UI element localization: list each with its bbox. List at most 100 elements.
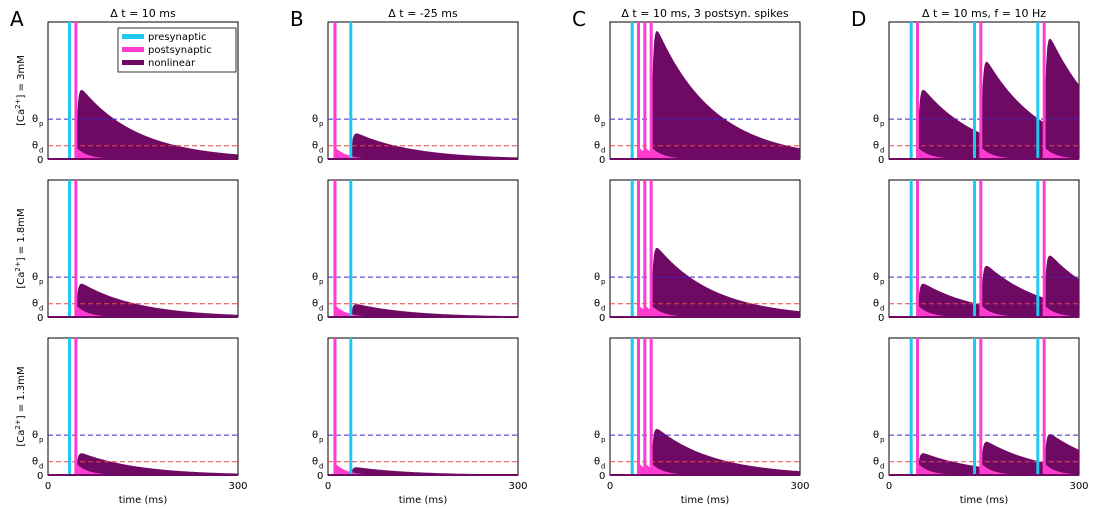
theta-p-sub: p — [39, 278, 44, 286]
theta-p-label: θ — [312, 430, 318, 441]
theta-p-label: θ — [32, 114, 38, 125]
zero-label: 0 — [878, 155, 884, 166]
zero-label: 0 — [599, 155, 605, 166]
legend-swatch-presynaptic — [122, 34, 144, 39]
nonlinear-area — [328, 133, 518, 159]
theta-d-sub: d — [319, 463, 323, 471]
legend: presynaptic postsynaptic nonlinear — [117, 27, 237, 73]
postsynaptic-area — [651, 147, 696, 159]
zero-label: 0 — [317, 313, 323, 324]
theta-p-sub: p — [880, 436, 885, 444]
x-tick-300: 300 — [228, 481, 247, 492]
theta-d-sub: d — [601, 147, 605, 155]
postsynaptic-area — [1044, 147, 1079, 159]
x-tick-0: 0 — [325, 481, 331, 492]
legend-label-postsynaptic: postsynaptic — [148, 45, 212, 56]
postsynaptic-area — [1044, 463, 1079, 475]
column-title-B: Δ t = -25 ms — [388, 7, 458, 20]
panel-letter-C: C — [572, 7, 586, 31]
theta-d-label: θ — [594, 141, 600, 152]
zero-label: 0 — [599, 471, 605, 482]
theta-d-label: θ — [594, 457, 600, 468]
postsynaptic-area — [651, 463, 696, 475]
panel-A-row2: θ pθ d0 — [32, 179, 239, 324]
theta-d-label: θ — [873, 299, 879, 310]
theta-p-label: θ — [32, 430, 38, 441]
theta-p-label: θ — [312, 114, 318, 125]
x-tick-0: 0 — [607, 481, 613, 492]
panel-C-row1: θ pθ d0 — [594, 21, 801, 166]
theta-p-sub: p — [319, 278, 324, 286]
theta-d-label: θ — [312, 299, 318, 310]
panel-letter-B: B — [290, 7, 304, 31]
theta-d-label: θ — [312, 141, 318, 152]
panel-frame — [47, 337, 239, 476]
theta-p-label: θ — [32, 272, 38, 283]
theta-d-sub: d — [319, 147, 323, 155]
row-label-2: [Ca2+] = 1.8mM — [14, 208, 27, 288]
postsynaptic-area — [917, 147, 962, 159]
x-tick-300: 300 — [508, 481, 527, 492]
theta-p-label: θ — [594, 114, 600, 125]
row-label-1: [Ca2+] = 3mM — [14, 55, 27, 126]
panel-B-row2: θ pθ d0 — [312, 179, 519, 324]
theta-p-sub: p — [319, 436, 324, 444]
theta-d-sub: d — [319, 305, 323, 313]
column-title-D: Δ t = 10 ms, f = 10 Hz — [922, 7, 1046, 20]
x-axis-label: time (ms) — [960, 495, 1009, 506]
nonlinear-area — [328, 304, 518, 317]
theta-p-sub: p — [39, 436, 44, 444]
postsynaptic-area — [75, 305, 121, 317]
postsynaptic-area — [980, 463, 1026, 475]
theta-d-label: θ — [32, 141, 38, 152]
theta-d-label: θ — [873, 141, 879, 152]
column-title-C: Δ t = 10 ms, 3 postsyn. spikes — [621, 7, 788, 20]
theta-d-sub: d — [601, 305, 605, 313]
zero-label: 0 — [317, 471, 323, 482]
zero-label: 0 — [37, 313, 43, 324]
theta-d-sub: d — [39, 147, 43, 155]
zero-label: 0 — [317, 155, 323, 166]
column-title-A: Δ t = 10 ms — [110, 7, 176, 20]
theta-p-label: θ — [594, 272, 600, 283]
panel-letter-A: A — [10, 7, 24, 31]
panel-letter-D: D — [851, 7, 866, 31]
row-label-3: [Ca2+] = 1.3mM — [14, 366, 27, 446]
theta-d-sub: d — [601, 463, 605, 471]
nonlinear-area — [48, 453, 238, 475]
theta-p-label: θ — [873, 430, 879, 441]
zero-label: 0 — [37, 471, 43, 482]
x-tick-0: 0 — [45, 481, 51, 492]
x-tick-0: 0 — [886, 481, 892, 492]
panel-D-row1: θ pθ d0 — [873, 21, 1080, 166]
theta-p-sub: p — [319, 120, 324, 128]
nonlinear-area — [610, 31, 800, 160]
nonlinear-area — [610, 428, 800, 475]
theta-d-label: θ — [594, 299, 600, 310]
nonlinear-area — [889, 255, 1079, 317]
x-tick-300: 300 — [1069, 481, 1088, 492]
postsynaptic-area — [334, 147, 380, 159]
postsynaptic-area — [1044, 305, 1079, 317]
x-axis-label: time (ms) — [399, 495, 448, 506]
postsynaptic-area — [917, 463, 962, 475]
legend-swatch-postsynaptic — [122, 47, 144, 52]
theta-p-sub: p — [601, 278, 606, 286]
panel-B-row1: θ pθ d0 — [312, 21, 519, 166]
theta-p-sub: p — [601, 436, 606, 444]
theta-p-sub: p — [601, 120, 606, 128]
theta-d-label: θ — [32, 299, 38, 310]
zero-label: 0 — [878, 471, 884, 482]
theta-d-sub: d — [39, 463, 43, 471]
theta-p-sub: p — [39, 120, 44, 128]
postsynaptic-area — [917, 305, 962, 317]
zero-label: 0 — [37, 155, 43, 166]
theta-d-label: θ — [32, 457, 38, 468]
postsynaptic-area — [334, 463, 380, 475]
nonlinear-area — [889, 434, 1079, 475]
theta-p-label: θ — [873, 114, 879, 125]
